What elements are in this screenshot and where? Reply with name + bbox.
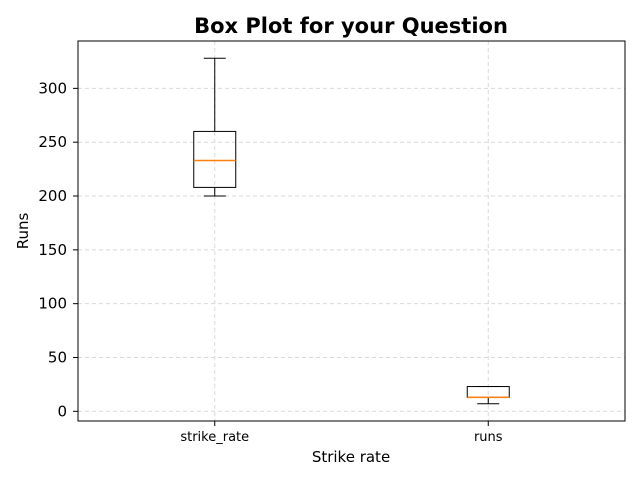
x-axis-label: Strike rate — [312, 448, 390, 466]
y-tick-label: 150 — [38, 241, 67, 259]
y-tick-label: 200 — [38, 187, 67, 205]
plot-area-frame — [77, 40, 626, 422]
box-plot-group — [193, 57, 237, 197]
y-tick-label: 300 — [38, 79, 67, 97]
box-plot-group — [466, 386, 510, 405]
y-tick-label: 0 — [57, 402, 67, 420]
grid-lines — [78, 41, 625, 421]
x-tick-label: strike_rate — [180, 430, 249, 445]
y-tick-label: 100 — [38, 295, 67, 313]
y-axis-label: Runs — [14, 213, 32, 250]
y-tick-label: 50 — [48, 348, 67, 366]
y-tick-label: 250 — [38, 133, 67, 151]
axes: 0 50 100 150 200 250 300 strike_rate runs — [38, 40, 626, 445]
x-tick-label: runs — [474, 430, 503, 445]
chart-title: Box Plot for your Question — [194, 14, 508, 38]
box-plot-series — [193, 57, 510, 405]
iqr-box — [193, 130, 237, 188]
